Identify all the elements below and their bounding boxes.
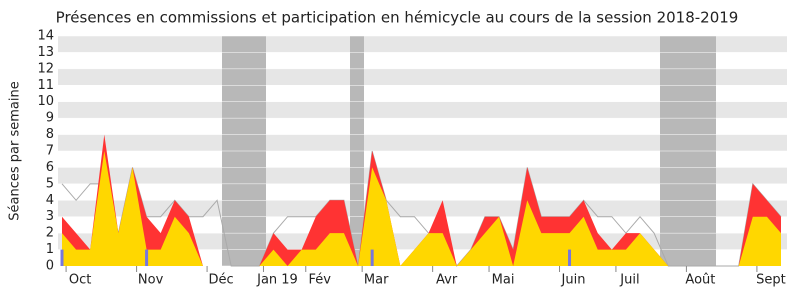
y-tick-label: 8	[46, 127, 54, 142]
x-tick-label: Mai	[492, 273, 515, 288]
y-tick-label: 7	[46, 144, 54, 159]
bar	[370, 249, 374, 266]
y-tick-label: 14	[37, 29, 54, 44]
x-tick-label: Juil	[619, 273, 639, 288]
bar	[568, 249, 572, 266]
x-tick-label: Nov	[138, 273, 164, 288]
y-tick-label: 11	[37, 78, 54, 93]
y-tick-label: 1	[46, 242, 54, 257]
y-tick-label: 6	[46, 160, 54, 175]
y-tick-label: 12	[37, 61, 54, 76]
bar	[60, 249, 64, 266]
x-tick-label: Juin	[561, 273, 586, 288]
y-tick-label: 0	[46, 259, 54, 274]
y-tick-label: 5	[46, 176, 54, 191]
x-tick-label: Déc	[209, 273, 234, 288]
y-axis-title: Séances par semaine	[8, 81, 23, 220]
y-tick-label: 10	[37, 94, 54, 109]
chart-title: Présences en commissions et participatio…	[56, 9, 739, 27]
area	[62, 151, 781, 266]
x-tick-label: Sept	[756, 273, 786, 288]
x-tick-label: Oct	[69, 273, 91, 288]
y-tick-label: 9	[46, 111, 54, 126]
x-tick-label: Fév	[309, 273, 332, 288]
y-tick-label: 4	[46, 193, 54, 208]
y-tick-label: 2	[46, 226, 54, 241]
bar	[145, 249, 149, 266]
x-tick-label: Jan 19	[256, 273, 298, 288]
x-tick-label: Mar	[364, 273, 389, 288]
y-tick-label: 3	[46, 209, 54, 224]
x-tick-label: Avr	[436, 273, 458, 288]
y-tick-label: 13	[37, 45, 54, 60]
x-tick-label: Août	[685, 273, 715, 288]
